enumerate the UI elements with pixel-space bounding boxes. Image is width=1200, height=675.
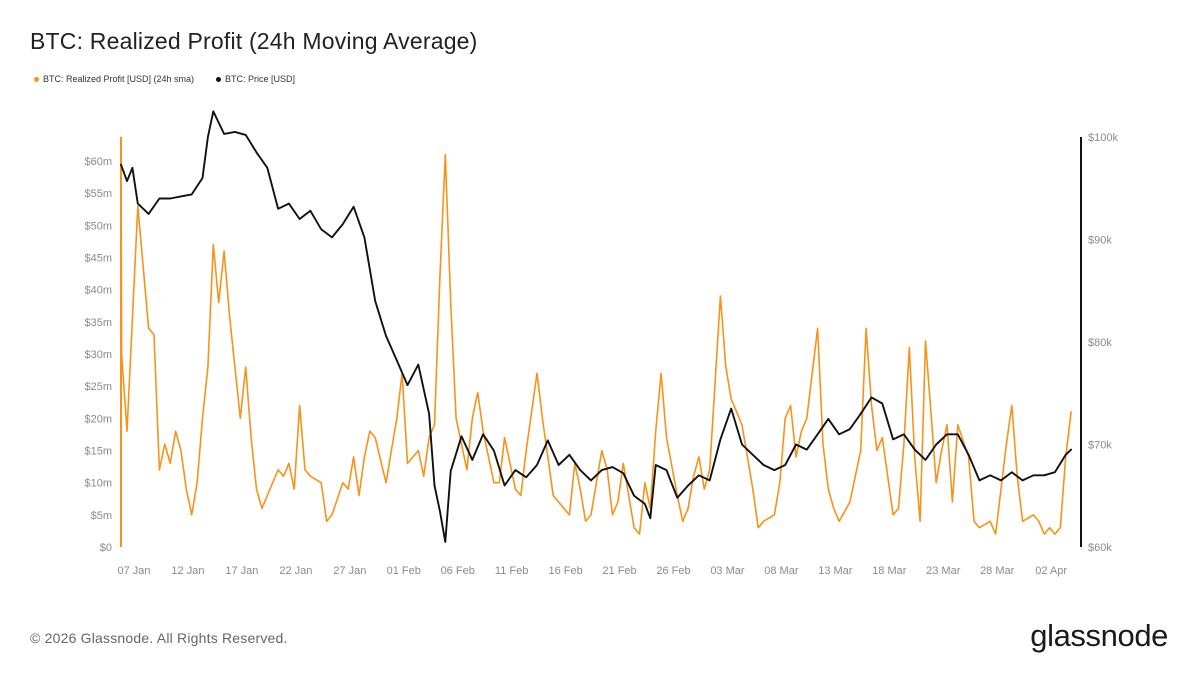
y-left-tick-label: $0 [100,542,112,554]
x-tick-label: 11 Feb [495,565,528,577]
y-left-tick-label: $60m [84,156,112,168]
y-left-tick-label: $15m [84,446,112,458]
x-tick-label: 01 Feb [387,565,421,577]
y-left-tick-label: $45m [84,253,112,265]
legend-swatch-price [216,76,222,82]
brand-logo: glassnode [1030,618,1168,653]
x-tick-label: 12 Jan [171,565,204,577]
legend-swatch-realized-profit [34,76,39,82]
x-tick-label: 22 Jan [279,565,312,577]
y-left-tick-label: $5m [91,510,112,522]
x-tick-label: 06 Feb [441,565,475,577]
series-line-realized-profit [120,140,1072,535]
x-tick-label: 28 Mar [980,565,1015,577]
x-tick-label: 23 Mar [926,565,961,577]
legend-label-price: BTC: Price [USD] [225,74,296,84]
y-right-tick-label: $100k [1088,132,1118,144]
y-left-tick-label: $55m [84,188,112,200]
x-tick-label: 02 Apr [1035,565,1067,577]
x-tick-label: 13 Mar [818,565,853,577]
y-left-tick-label: $50m [84,220,112,232]
copyright-text: © 2026 Glassnode. All Rights Reserved. [30,630,288,646]
legend-item-price[interactable]: BTC: Price [USD] [216,74,295,84]
x-axis: 07 Jan 12 Jan 17 Jan 22 Jan 27 Jan 01 Feb 06 F… [117,565,1067,577]
chart-title: BTC: Realized Profit (24h Moving Average… [30,28,478,54]
x-tick-label: 21 Feb [602,565,636,577]
x-tick-label: 16 Feb [548,565,582,577]
legend-label-realized-profit: BTC: Realized Profit [USD] (24h sma) [43,74,195,84]
x-tick-label: 08 Mar [764,565,799,577]
y-left-tick-label: $35m [84,317,112,329]
y-left-tick-label: $40m [84,285,112,297]
y-right-tick-label: $90k [1088,235,1112,247]
y-right-tick-label: $80k [1088,337,1112,349]
x-tick-label: 27 Jan [333,565,366,577]
x-tick-label: 07 Jan [117,565,150,577]
legend: BTC: Realized Profit [USD] (24h sma) BTC… [34,74,295,84]
y-left-tick-label: $25m [84,381,112,393]
x-tick-label: 18 Mar [872,565,907,577]
x-tick-label: 17 Jan [225,565,258,577]
y-left-axis: $0 $5m $10m $15m $20m $25m $30m $35m $40m $45m $50… [84,156,112,554]
series-line-price [120,110,1073,543]
legend-item-realized-profit[interactable]: BTC: Realized Profit [USD] (24h sma) [34,74,194,84]
y-right-tick-label: $70k [1088,440,1112,452]
y-left-tick-label: $20m [84,413,112,425]
y-right-axis: $60k $70k $80k $90k $100k [1088,132,1118,554]
x-tick-label: 03 Mar [710,565,745,577]
y-left-tick-label: $10m [84,478,112,490]
y-left-tick-label: $30m [84,349,112,361]
y-right-tick-label: $60k [1088,542,1112,554]
series-layer [120,110,1073,543]
x-tick-label: 26 Feb [656,565,690,577]
